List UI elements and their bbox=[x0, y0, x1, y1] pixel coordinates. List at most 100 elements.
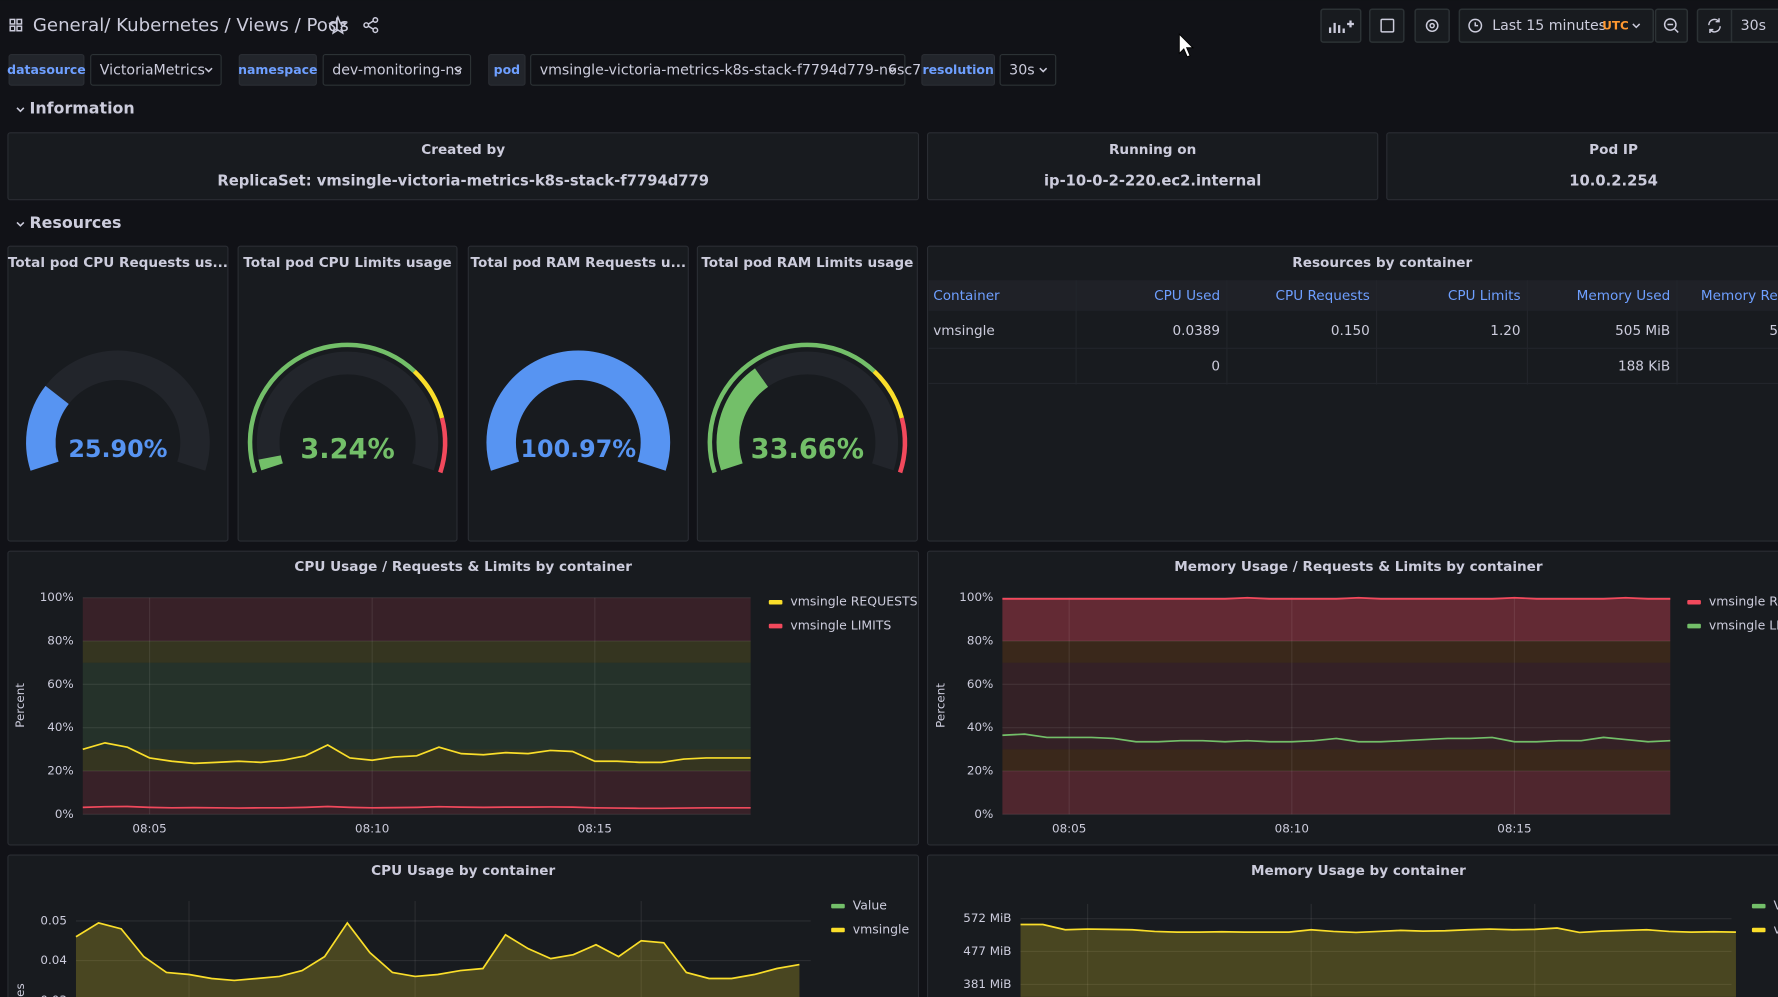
legend-label[interactable]: vmsingle bbox=[853, 921, 909, 936]
grid-icon[interactable] bbox=[16, 25, 23, 32]
panel-title: Running on bbox=[1109, 142, 1196, 158]
variable-select[interactable] bbox=[999, 53, 1057, 86]
y-tick-label: 80% bbox=[47, 634, 73, 648]
gauge-threshold bbox=[412, 369, 445, 419]
variable-label-box bbox=[8, 53, 85, 86]
dropdown-chevron bbox=[1039, 67, 1048, 73]
variable-value[interactable]: 30s bbox=[1009, 62, 1034, 78]
timezone[interactable]: UTC bbox=[1602, 19, 1629, 33]
save-button[interactable] bbox=[1369, 8, 1405, 43]
variable-value[interactable]: VictoriaMetrics bbox=[100, 62, 205, 78]
gauge-value: 3.24% bbox=[300, 434, 394, 465]
panel bbox=[467, 245, 689, 542]
time-picker[interactable] bbox=[1458, 8, 1655, 43]
legend-swatch bbox=[831, 903, 845, 909]
zoom-out-button[interactable] bbox=[1654, 8, 1689, 43]
legend-label[interactable]: vmsingle REQUESTS bbox=[790, 594, 917, 609]
y-tick-label: 60% bbox=[47, 677, 73, 691]
table-header bbox=[928, 280, 1778, 311]
column-header[interactable]: Memory Re bbox=[1701, 288, 1778, 304]
variable-label-box bbox=[238, 53, 317, 86]
y-tick-label: 40% bbox=[47, 720, 73, 734]
column-header[interactable]: Memory Used bbox=[1577, 288, 1671, 304]
variable-select[interactable] bbox=[322, 53, 472, 86]
panel-title: Resources by container bbox=[1292, 255, 1472, 271]
row-title[interactable]: Information bbox=[29, 98, 134, 117]
threshold-band bbox=[82, 641, 751, 663]
gauge-arc bbox=[26, 385, 70, 471]
variable-value[interactable]: vmsingle-victoria-metrics-k8s-stack-f779… bbox=[540, 62, 921, 78]
row-toggle[interactable] bbox=[16, 107, 25, 113]
legend-swatch bbox=[768, 599, 783, 605]
panel bbox=[926, 854, 1778, 997]
share-icon[interactable] bbox=[363, 22, 370, 29]
y-tick-label: 20% bbox=[47, 763, 73, 777]
refresh-button[interactable] bbox=[1696, 8, 1778, 43]
threshold-band bbox=[82, 597, 751, 642]
area bbox=[1020, 924, 1736, 997]
grid-icon[interactable] bbox=[9, 18, 16, 25]
column-header[interactable]: CPU Requests bbox=[1276, 288, 1370, 304]
stat-value: ReplicaSet: vmsingle-victoria-metrics-k8… bbox=[217, 173, 709, 190]
row-title[interactable]: Resources bbox=[29, 213, 121, 232]
icons bbox=[9, 8, 1778, 43]
variable-label: datasource bbox=[7, 62, 86, 77]
y-tick-label: 40% bbox=[967, 720, 993, 734]
column-header[interactable]: CPU Limits bbox=[1448, 288, 1521, 304]
time-range[interactable]: Last 15 minutes bbox=[1492, 18, 1606, 34]
legend-label[interactable]: vmsingle LI bbox=[1709, 618, 1778, 633]
y-tick-label: 0% bbox=[55, 807, 74, 821]
variable-value[interactable]: dev-monitoring-ns bbox=[332, 62, 462, 78]
threshold-band bbox=[82, 749, 751, 771]
gauge-value: 100.97% bbox=[520, 435, 636, 463]
threshold-band bbox=[1002, 662, 1671, 750]
gauge-arc bbox=[258, 455, 283, 471]
y-axis-label: Percent bbox=[13, 683, 27, 728]
grid-icon[interactable] bbox=[16, 18, 23, 25]
panel bbox=[237, 245, 458, 542]
grid-icon[interactable] bbox=[9, 25, 16, 32]
panel bbox=[926, 550, 1778, 846]
series-line bbox=[1002, 596, 1671, 600]
table-cell: 1.20 bbox=[1490, 323, 1520, 339]
legend-label[interactable]: V bbox=[1773, 898, 1778, 913]
table-cell: 188 KiB bbox=[1618, 358, 1670, 374]
add-panel-button[interactable] bbox=[1320, 8, 1362, 43]
variable-select[interactable] bbox=[90, 53, 222, 86]
column-header[interactable]: Container bbox=[933, 288, 1000, 304]
variable-select[interactable] bbox=[530, 53, 906, 86]
settings-button[interactable] bbox=[1414, 8, 1450, 43]
variable-label: pod bbox=[494, 62, 520, 77]
table-cell: vmsingle bbox=[933, 323, 995, 339]
legend-label[interactable]: v bbox=[1773, 921, 1778, 936]
gauge-threshold bbox=[707, 342, 876, 474]
column-header[interactable]: CPU Used bbox=[1154, 288, 1220, 304]
panel bbox=[7, 132, 920, 201]
breadcrumb-folder[interactable]: General bbox=[33, 15, 104, 36]
table-cell: 5 bbox=[1769, 323, 1778, 339]
panel bbox=[7, 245, 229, 542]
legend-swatch bbox=[1751, 903, 1766, 909]
x-tick-label: 08:15 bbox=[1497, 822, 1531, 836]
legend-label[interactable]: vmsingle LIMITS bbox=[790, 618, 891, 633]
threshold-band bbox=[1002, 597, 1671, 642]
panel-title: Memory Usage by container bbox=[1251, 863, 1466, 879]
threshold-band bbox=[82, 662, 751, 750]
breadcrumb-path[interactable]: / Kubernetes / Views / Pods bbox=[104, 15, 348, 36]
gauge-arc bbox=[716, 368, 769, 471]
legend-label[interactable]: Value bbox=[853, 898, 887, 913]
series-line bbox=[1020, 923, 1736, 934]
panel bbox=[926, 132, 1379, 201]
stat-value: 10.0.2.254 bbox=[1569, 173, 1658, 190]
panel bbox=[7, 550, 920, 846]
legend-label[interactable]: vmsingle RE bbox=[1709, 594, 1778, 609]
panel-title: Total pod CPU Requests us... bbox=[8, 255, 228, 271]
row-toggle[interactable] bbox=[16, 221, 25, 227]
series-line bbox=[82, 805, 751, 810]
table-cell: 0.0389 bbox=[1173, 323, 1221, 339]
refresh-interval[interactable]: 30s bbox=[1741, 18, 1766, 34]
threshold-band bbox=[1002, 641, 1671, 663]
star-icon[interactable] bbox=[328, 15, 348, 35]
x-tick-label: 08:05 bbox=[1052, 822, 1086, 836]
legend-swatch bbox=[1751, 927, 1766, 933]
